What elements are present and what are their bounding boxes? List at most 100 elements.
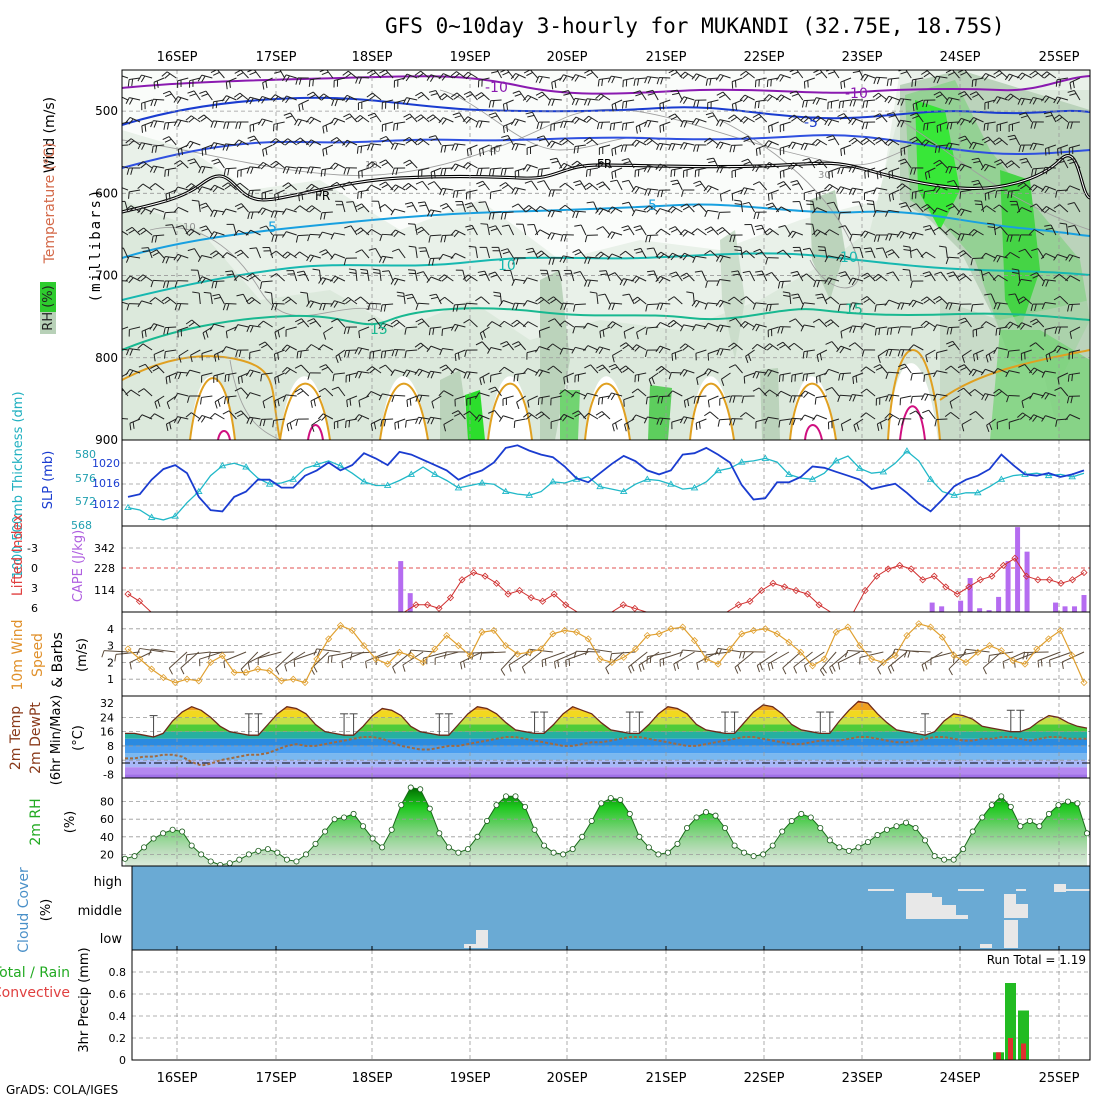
wind-barb — [791, 417, 803, 420]
wind-barb — [164, 138, 172, 143]
wind-barb — [925, 167, 936, 174]
wind-barb — [475, 341, 483, 346]
wind10m-barb — [888, 651, 908, 668]
wind-barb — [706, 229, 714, 234]
wind-barb — [840, 148, 842, 156]
wind-barb — [681, 189, 684, 197]
wind10m-barb — [328, 651, 353, 657]
wind-barb — [719, 324, 731, 328]
wind-barb — [1028, 367, 1035, 374]
wind-barb — [763, 162, 770, 168]
wind-barb — [344, 225, 352, 229]
wind-barb — [732, 189, 743, 195]
wind-barb — [596, 181, 603, 186]
rh-point — [188, 842, 195, 849]
wind-barb — [743, 138, 751, 143]
rh-point — [1036, 823, 1043, 830]
wind-barb — [417, 201, 425, 204]
wind-barb — [1041, 392, 1046, 399]
wind-barb — [992, 96, 998, 103]
wind-barb — [579, 180, 587, 191]
wind-barb — [599, 395, 611, 399]
wind-barb — [274, 94, 285, 101]
wind-barb — [852, 117, 864, 123]
wind-barb — [1065, 414, 1071, 421]
wind-barb — [1009, 321, 1020, 328]
wind10m-label-b: Speed — [30, 633, 46, 677]
wind-barb — [757, 101, 760, 109]
wind-barb — [233, 139, 240, 146]
wind-barb — [910, 112, 918, 117]
wind-barb — [427, 371, 431, 378]
wind-barb — [451, 143, 455, 151]
rh-point — [693, 814, 700, 821]
wind-barb — [963, 250, 972, 259]
wind-barb — [583, 345, 589, 352]
wind-barb — [125, 138, 132, 144]
wind-barb — [655, 276, 661, 283]
wind-barb — [936, 207, 948, 213]
wind-barb — [198, 293, 201, 305]
wind-barb — [431, 401, 435, 409]
wind-barb — [610, 322, 616, 329]
wind-barb — [684, 71, 695, 79]
wind-barb — [866, 137, 876, 146]
wind-barb — [797, 293, 804, 305]
wind-barb — [284, 346, 291, 353]
wind-barb — [548, 257, 552, 265]
date-label-top: 23SEP — [842, 50, 883, 65]
date-label-bottom: 16SEP — [157, 1071, 198, 1086]
wind-barb — [766, 345, 773, 351]
wind-barb — [547, 296, 554, 302]
wind-barb — [480, 296, 490, 305]
wind-speed-point — [903, 631, 911, 640]
wind-barb — [1007, 162, 1015, 168]
wind-barb — [636, 78, 640, 86]
wind-barb — [574, 144, 586, 147]
wind-barb — [670, 254, 676, 261]
wind-barb — [263, 320, 273, 328]
wind-barb — [262, 82, 265, 90]
wind-barb — [284, 184, 292, 190]
pressure-tick: 500 — [95, 104, 118, 118]
thickness-point — [289, 475, 298, 482]
wind-barb — [197, 114, 205, 120]
wind-barb — [861, 122, 865, 130]
wind-barb — [246, 166, 251, 174]
wind-barb — [695, 422, 698, 431]
wind-barb — [397, 295, 405, 298]
dewpoint-line — [125, 736, 1087, 767]
thickness-markers — [124, 447, 1076, 520]
wind-barb — [710, 226, 719, 236]
wind-barb — [977, 180, 984, 191]
temperature-contour-labels: -10 -10 -5 5 5 10 10 15 15 FR FR — [268, 80, 868, 338]
wind-barb — [703, 137, 711, 143]
wind-barb — [659, 143, 664, 151]
wind-barb — [659, 302, 671, 305]
wind-barb — [506, 124, 509, 132]
wind-barb — [660, 228, 671, 236]
wind-barb — [865, 122, 869, 130]
wind-barb — [627, 225, 635, 236]
wind-barb — [493, 295, 501, 298]
wind-barb — [745, 412, 755, 420]
wind-barb — [205, 90, 213, 101]
wind-barb — [257, 118, 263, 126]
wind-barb — [453, 73, 460, 79]
wind-barb — [791, 372, 803, 376]
wind10m-barb — [737, 664, 742, 672]
wind-barb — [237, 205, 244, 210]
wind10m-barb — [609, 653, 613, 661]
wind-barb — [150, 280, 154, 288]
wind-barb — [511, 341, 519, 346]
wind-barb — [1074, 225, 1081, 236]
li-tick: 6 — [31, 602, 38, 615]
wind-barb — [899, 185, 906, 191]
wind-barb — [188, 321, 195, 327]
cape-bar — [1024, 551, 1030, 612]
wind-barb — [417, 94, 425, 99]
wind-barb — [719, 194, 722, 202]
wind-barb — [587, 345, 599, 351]
